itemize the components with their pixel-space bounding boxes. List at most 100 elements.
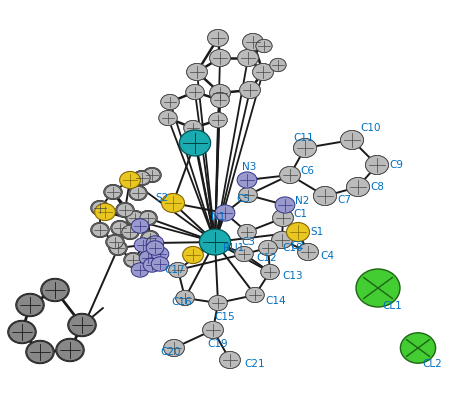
Ellipse shape xyxy=(243,33,264,50)
Ellipse shape xyxy=(112,221,128,235)
Text: C20: C20 xyxy=(160,347,181,357)
Ellipse shape xyxy=(143,167,161,183)
Text: C1: C1 xyxy=(293,209,307,219)
Ellipse shape xyxy=(184,120,202,136)
Ellipse shape xyxy=(121,224,139,240)
Text: CL2: CL2 xyxy=(422,359,442,369)
Ellipse shape xyxy=(176,291,194,306)
Text: C15: C15 xyxy=(214,312,235,322)
Ellipse shape xyxy=(110,241,126,255)
Ellipse shape xyxy=(237,49,258,67)
Ellipse shape xyxy=(200,229,230,255)
Ellipse shape xyxy=(26,340,55,364)
Ellipse shape xyxy=(246,287,264,302)
Ellipse shape xyxy=(259,241,277,256)
Ellipse shape xyxy=(111,221,129,236)
Ellipse shape xyxy=(57,339,83,361)
Ellipse shape xyxy=(144,168,160,182)
Ellipse shape xyxy=(141,230,159,245)
Ellipse shape xyxy=(130,186,146,200)
Ellipse shape xyxy=(126,210,144,225)
Ellipse shape xyxy=(161,94,179,109)
Ellipse shape xyxy=(253,63,273,81)
Ellipse shape xyxy=(125,253,141,267)
Ellipse shape xyxy=(140,211,156,225)
Ellipse shape xyxy=(219,352,240,369)
Text: C7: C7 xyxy=(337,195,351,205)
Ellipse shape xyxy=(106,234,124,249)
Ellipse shape xyxy=(340,131,364,149)
Text: C13: C13 xyxy=(282,271,302,281)
Ellipse shape xyxy=(240,81,260,98)
Ellipse shape xyxy=(237,172,257,188)
Ellipse shape xyxy=(126,210,144,225)
Ellipse shape xyxy=(142,231,158,245)
Ellipse shape xyxy=(203,322,223,339)
Ellipse shape xyxy=(92,201,108,214)
Ellipse shape xyxy=(112,221,128,235)
Ellipse shape xyxy=(346,177,370,197)
Ellipse shape xyxy=(186,84,204,100)
Ellipse shape xyxy=(117,204,133,217)
Ellipse shape xyxy=(68,313,96,337)
Ellipse shape xyxy=(109,241,127,256)
Ellipse shape xyxy=(146,236,164,250)
Ellipse shape xyxy=(313,186,337,206)
Ellipse shape xyxy=(91,200,109,216)
Ellipse shape xyxy=(69,314,95,336)
Ellipse shape xyxy=(184,120,202,136)
Ellipse shape xyxy=(17,294,43,316)
Ellipse shape xyxy=(92,223,108,236)
Ellipse shape xyxy=(159,110,177,126)
Ellipse shape xyxy=(139,210,157,225)
Text: C11: C11 xyxy=(293,133,314,143)
Ellipse shape xyxy=(119,171,140,188)
Ellipse shape xyxy=(365,155,389,175)
Ellipse shape xyxy=(280,166,301,184)
Ellipse shape xyxy=(237,49,258,67)
Text: N1: N1 xyxy=(211,212,225,222)
Text: C9: C9 xyxy=(389,160,403,170)
Ellipse shape xyxy=(261,265,279,280)
Ellipse shape xyxy=(143,258,161,272)
Ellipse shape xyxy=(106,234,124,249)
Ellipse shape xyxy=(239,187,257,203)
Ellipse shape xyxy=(298,243,319,260)
Ellipse shape xyxy=(164,339,184,357)
Ellipse shape xyxy=(142,231,158,245)
Ellipse shape xyxy=(104,184,122,199)
Ellipse shape xyxy=(215,205,235,221)
Ellipse shape xyxy=(211,92,229,107)
Ellipse shape xyxy=(208,29,228,46)
Ellipse shape xyxy=(256,39,272,53)
Ellipse shape xyxy=(122,225,138,239)
Ellipse shape xyxy=(240,81,260,98)
Text: N3: N3 xyxy=(242,162,256,172)
Ellipse shape xyxy=(239,187,257,203)
Ellipse shape xyxy=(16,293,44,317)
Ellipse shape xyxy=(261,265,279,280)
Ellipse shape xyxy=(139,210,157,225)
Ellipse shape xyxy=(273,210,293,227)
Ellipse shape xyxy=(273,210,293,227)
Text: C3: C3 xyxy=(241,237,255,247)
Text: C19: C19 xyxy=(207,339,228,349)
Ellipse shape xyxy=(8,320,36,344)
Ellipse shape xyxy=(209,295,227,311)
Text: C17: C17 xyxy=(164,265,185,275)
Ellipse shape xyxy=(131,219,149,233)
Ellipse shape xyxy=(169,263,187,278)
Ellipse shape xyxy=(235,246,253,262)
Ellipse shape xyxy=(176,291,194,306)
Ellipse shape xyxy=(219,352,240,369)
Ellipse shape xyxy=(340,131,364,149)
Ellipse shape xyxy=(124,252,142,267)
Ellipse shape xyxy=(246,287,264,302)
Text: C18: C18 xyxy=(282,243,302,253)
Ellipse shape xyxy=(235,246,253,262)
Ellipse shape xyxy=(164,339,184,357)
Ellipse shape xyxy=(109,241,127,256)
Ellipse shape xyxy=(346,177,370,197)
Ellipse shape xyxy=(27,341,53,363)
Ellipse shape xyxy=(110,241,126,255)
